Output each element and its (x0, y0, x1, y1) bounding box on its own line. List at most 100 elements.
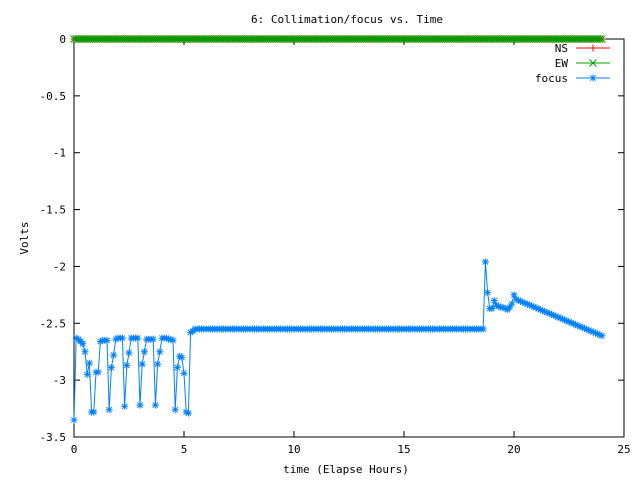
data-point (187, 328, 195, 336)
data-point (112, 335, 120, 343)
legend-label-focus: focus (535, 72, 568, 85)
y-axis-label: Volts (18, 221, 31, 254)
data-point (576, 322, 584, 330)
data-point (121, 402, 129, 410)
data-point (598, 35, 606, 43)
data-point (499, 303, 507, 311)
data-point (595, 35, 604, 43)
y-tick-label: -1 (53, 147, 66, 160)
legend-label-NS: NS (555, 42, 568, 55)
data-point (552, 312, 560, 320)
data-point (173, 364, 181, 372)
data-point (184, 409, 192, 417)
data-point (558, 315, 566, 323)
data-point (140, 348, 148, 356)
data-point (107, 364, 115, 372)
data-point (110, 351, 118, 359)
data-point (169, 336, 177, 344)
data-point (484, 289, 492, 297)
data-point (587, 327, 595, 335)
data-point (151, 401, 159, 409)
data-point (492, 301, 500, 309)
data-point (512, 295, 520, 303)
data-point (536, 306, 544, 314)
data-point (543, 308, 551, 316)
data-point (79, 340, 87, 348)
data-point (510, 291, 518, 299)
y-tick-label: -3.5 (40, 431, 67, 444)
data-point (154, 360, 162, 368)
data-point (176, 352, 184, 360)
data-point (488, 305, 496, 313)
data-point (591, 329, 599, 337)
data-point (506, 303, 514, 311)
data-point (167, 335, 175, 343)
data-point (578, 323, 586, 331)
data-point (583, 325, 591, 333)
x-tick-label: 20 (507, 443, 520, 456)
x-tick-label: 5 (181, 443, 188, 456)
x-tick-label: 25 (617, 443, 630, 456)
data-point (103, 336, 111, 344)
data-point (162, 334, 170, 342)
data-point (178, 353, 186, 361)
y-tick-label: -2.5 (40, 317, 67, 330)
x-tick-label: 10 (287, 443, 300, 456)
data-point (547, 310, 555, 318)
data-point (572, 321, 580, 329)
legend-marker-NS (589, 44, 597, 52)
x-tick-label: 15 (397, 443, 410, 456)
data-point (136, 401, 144, 409)
x-axis-label: time (Elapse Hours) (283, 463, 409, 476)
data-point (563, 317, 571, 325)
data-point (556, 314, 564, 322)
data-point (585, 326, 593, 334)
data-point (72, 334, 80, 342)
data-point (523, 300, 531, 308)
data-point (149, 335, 157, 343)
data-point (594, 330, 602, 338)
data-point (598, 332, 606, 340)
data-point (508, 300, 516, 308)
data-point (596, 331, 604, 339)
data-point (118, 334, 126, 342)
y-tick-label: -2 (53, 260, 66, 273)
data-point (521, 299, 529, 307)
series-EW (70, 35, 606, 43)
data-point (90, 408, 98, 416)
data-point (519, 298, 527, 306)
data-point (567, 319, 575, 327)
data-point (550, 311, 558, 319)
data-point (83, 370, 91, 378)
data-point (94, 368, 102, 376)
y-tick-label: -0.5 (40, 90, 67, 103)
data-point (525, 301, 533, 309)
y-tick-label: -3 (53, 374, 66, 387)
data-point (580, 324, 588, 332)
chart-title: 6: Collimation/focus vs. Time (251, 13, 443, 26)
axis-ticks: 0 5 10 15 20 25 0 -0.5 -1 -1.5 -2 -2.5 -3 -3.5 (40, 33, 631, 456)
data-point (156, 348, 164, 356)
y-tick-label: 0 (59, 33, 66, 46)
data-point (123, 361, 131, 369)
data-point (495, 302, 503, 310)
data-point (490, 297, 498, 305)
data-point (85, 359, 93, 367)
data-point (501, 305, 509, 313)
data-point (517, 297, 525, 305)
data-point (125, 349, 133, 357)
data-point (528, 302, 536, 310)
data-point (534, 305, 542, 313)
data-point (569, 320, 577, 328)
data-point (481, 258, 489, 266)
data-point (532, 304, 540, 312)
data-point (565, 318, 573, 326)
data-point (171, 406, 179, 414)
data-point (554, 313, 562, 321)
data-point (589, 328, 597, 336)
y-tick-label: -1.5 (40, 204, 67, 217)
data-point (541, 308, 549, 316)
series-focus (70, 258, 606, 424)
x-tick-label: 0 (71, 443, 78, 456)
